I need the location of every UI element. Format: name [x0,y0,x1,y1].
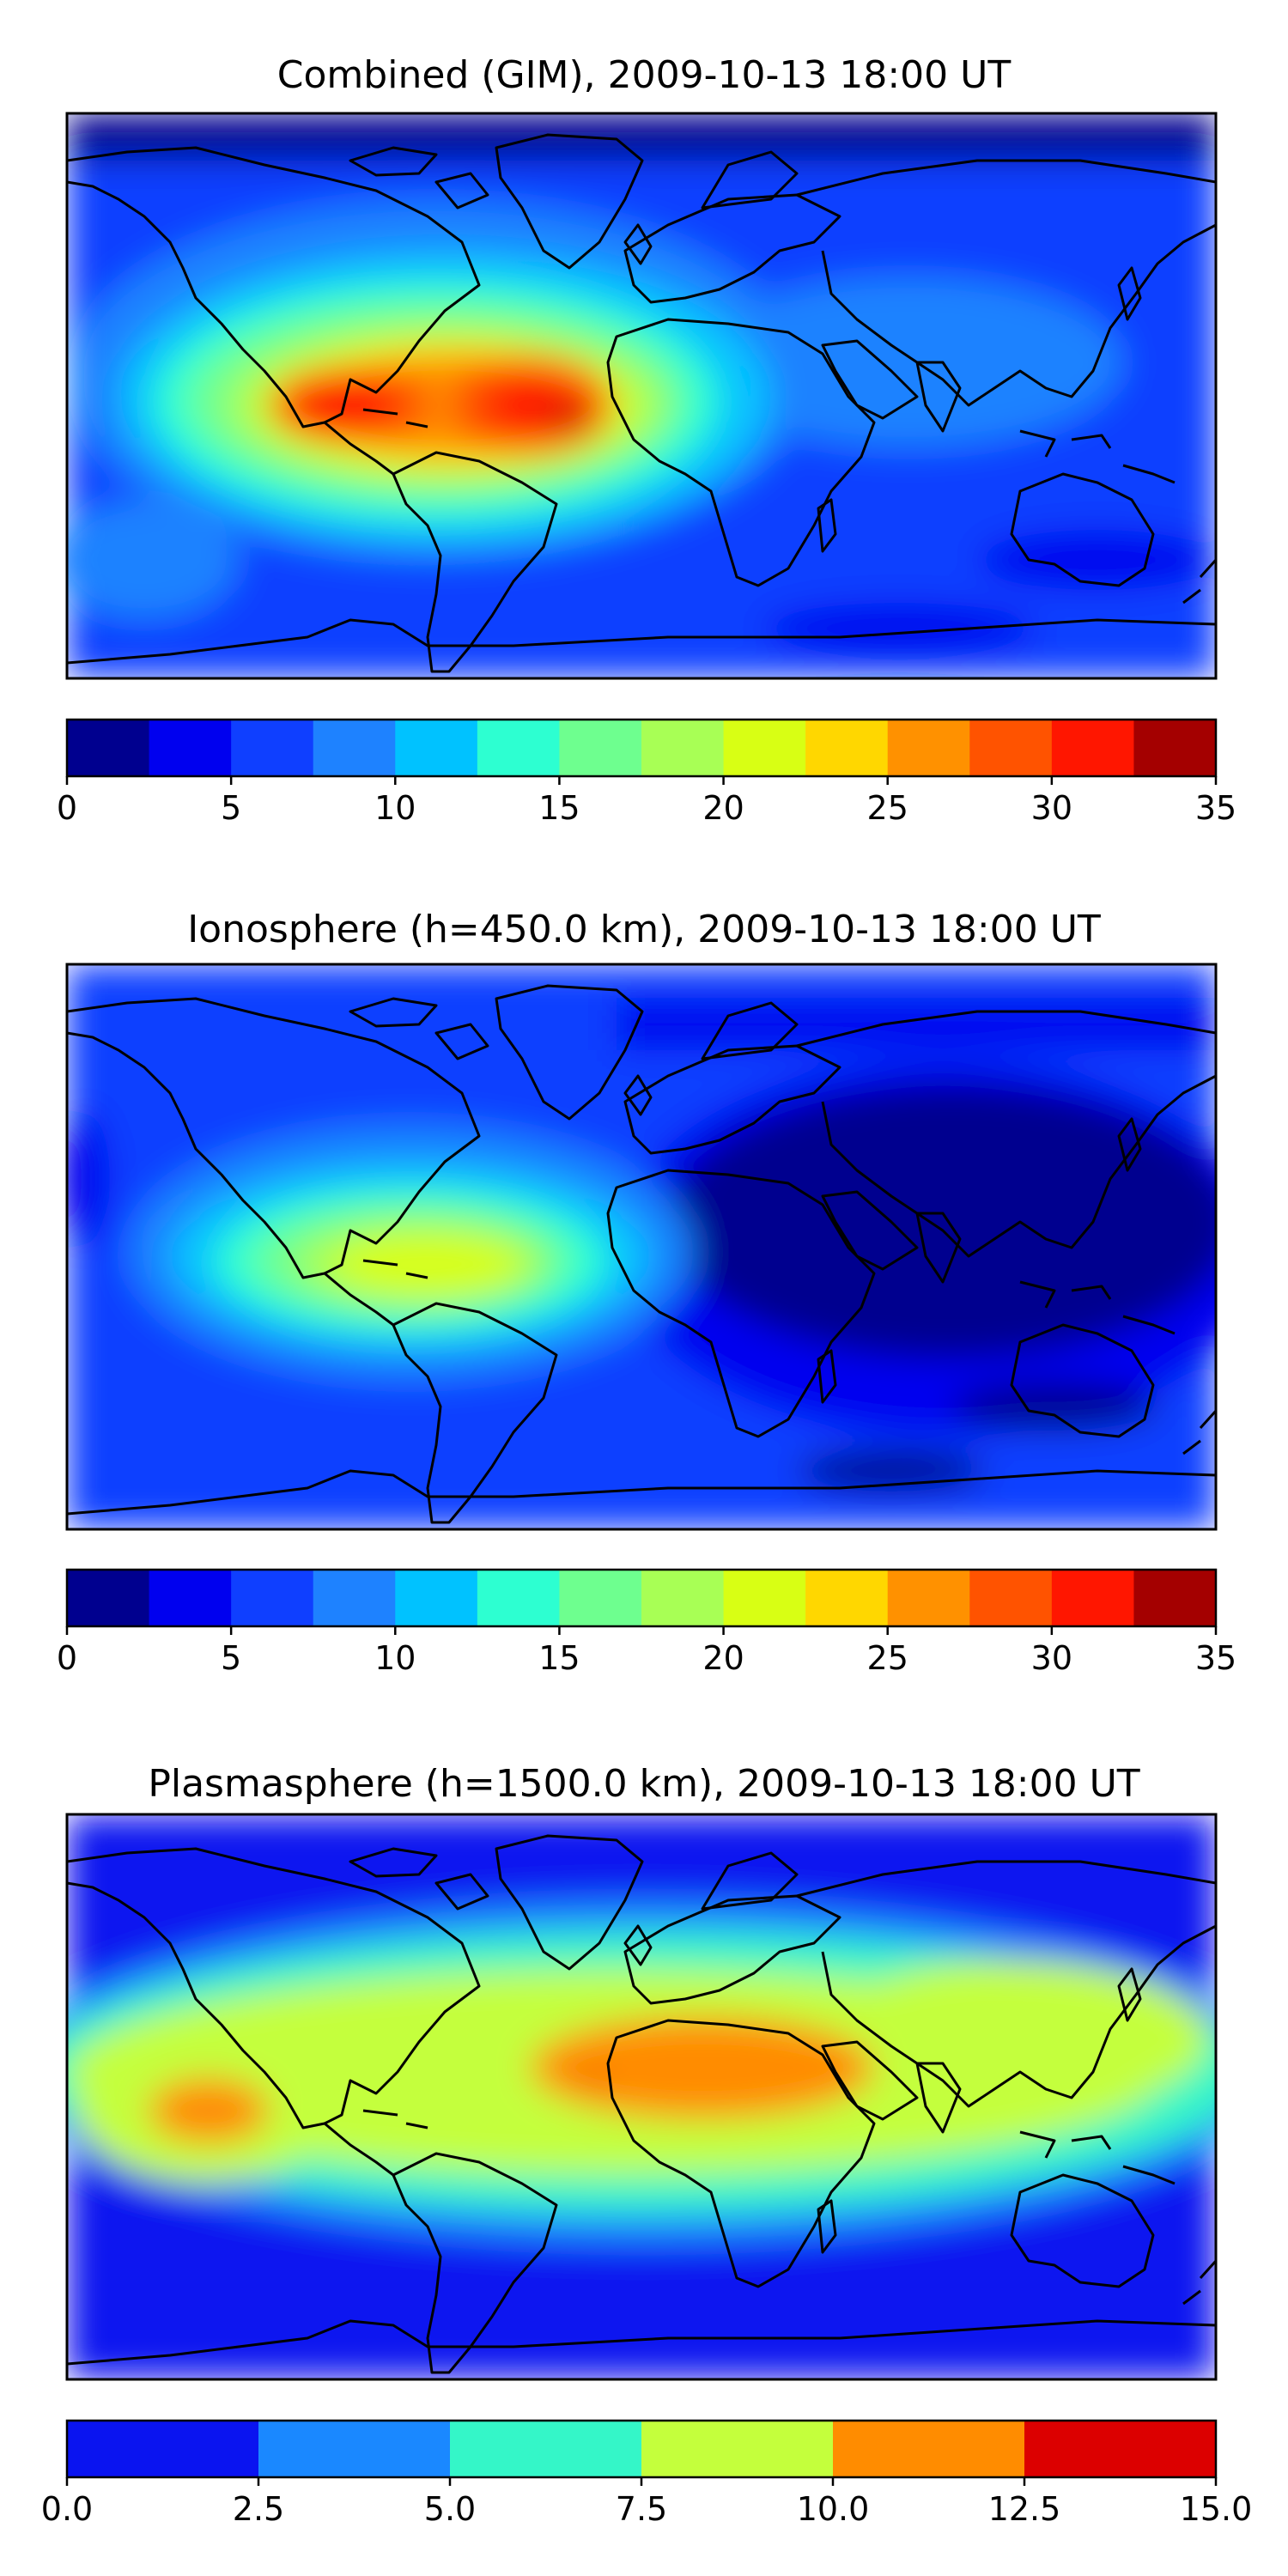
colorbar-swatch [395,1570,478,1626]
colorbar-tick-label: 5.0 [424,2490,476,2528]
colorbar-tick-label: 25 [867,1639,908,1677]
field-contour [694,276,1123,448]
colorbar-tick-label: 25 [867,789,908,827]
colorbar-tick-label: 15.0 [1180,2490,1253,2528]
colorbar-tick-label: 15 [538,1639,580,1677]
field-contour [977,530,1216,590]
field-contour [951,1382,1157,1431]
colorbar-swatch [723,1570,806,1626]
colorbar-swatch [833,2421,1025,2477]
field-contour [548,410,591,427]
colorbar-tick-label: 30 [1031,789,1072,827]
colorbar-tick-label: 15 [538,789,580,827]
field-contour [617,999,1216,1050]
panel-2-title: Ionosphere (h=450.0 km), 2009-10-13 18:0… [187,908,1101,951]
field-contour [67,500,239,620]
colorbar-swatch [67,2421,259,2477]
colorbar-swatch [1133,1570,1217,1626]
colorbar-tick-label: 0.0 [41,2490,93,2528]
map-panel-1 [67,113,1216,678]
field-contour [582,2074,603,2084]
field-contour [333,1235,522,1295]
field-contour [762,603,1037,654]
colorbar-swatch [1051,1570,1135,1626]
colorbar-swatch [1133,720,1217,776]
field-contour [149,2078,269,2143]
colorbar-tick-label: 20 [702,1639,744,1677]
colorbar-swatch [395,720,478,776]
colorbar-swatch [969,720,1053,776]
colorbar-swatch [149,1570,232,1626]
colorbar-swatch [231,1570,314,1626]
colorbar-swatch [477,720,561,776]
colorbar-tick-label: 5 [221,789,241,827]
colorbar-swatch [258,2421,451,2477]
colorbar-swatch [887,720,970,776]
colorbar-frame [65,718,1218,778]
colorbar-swatch [67,1570,150,1626]
colorbar-tick-label: 2.5 [233,2490,284,2528]
colorbar-swatch [313,1570,396,1626]
map-frame [65,1813,1218,2381]
colorbar-swatch [67,720,150,776]
colorbar-swatch [559,1570,642,1626]
map-panel-3 [67,1814,1216,2379]
colorbar-swatch [477,1570,561,1626]
colorbar-swatch [805,1570,889,1626]
colorbar-tick-label: 0 [57,1639,77,1677]
colorbar-swatch [313,720,396,776]
colorbar-tick-label: 10 [374,789,416,827]
colorbar-tick-label: 20 [702,789,744,827]
colorbar-tick-label: 10 [374,1639,416,1677]
field-contour [67,1110,110,1248]
colorbar-tick-label: 35 [1195,789,1236,827]
colorbar-tick-label: 12.5 [988,2490,1061,2528]
field-contour [814,1960,1209,2115]
colorbar-tick-label: 7.5 [616,2490,667,2528]
colorbar-swatch [149,720,232,776]
map-frame [65,112,1218,680]
colorbar-tick-label: 10.0 [797,2490,870,2528]
panel-1-title: Combined (GIM), 2009-10-13 18:00 UT [276,53,1012,97]
colorbar-swatch [450,2421,642,2477]
colorbar-swatch [887,1570,970,1626]
colorbar-tick-label: 35 [1195,1639,1236,1677]
field-contour [531,2016,874,2119]
colorbar-swatch [641,720,725,776]
colorbar-swatch [723,720,806,776]
colorbar-swatch [231,720,314,776]
colorbar-frame [65,1568,1218,1628]
map-frame [65,963,1218,1531]
colorbar-tick-label: 5 [221,1639,241,1677]
colorbar-swatch [805,720,889,776]
colorbar-swatch [641,1570,725,1626]
colorbar-tick-label: 0 [57,789,77,827]
panel-3-title: Plasmasphere (h=1500.0 km), 2009-10-13 1… [148,1762,1140,1806]
field-contour [295,381,398,429]
field-contour [67,113,1216,161]
colorbar-tick-label: 30 [1031,1639,1072,1677]
colorbar-swatch [559,720,642,776]
map-panel-2 [67,964,1216,1529]
colorbar-swatch [1024,2421,1217,2477]
colorbar-swatch [1051,720,1135,776]
colorbar-swatch [969,1570,1053,1626]
colorbar-swatch [641,2421,834,2477]
